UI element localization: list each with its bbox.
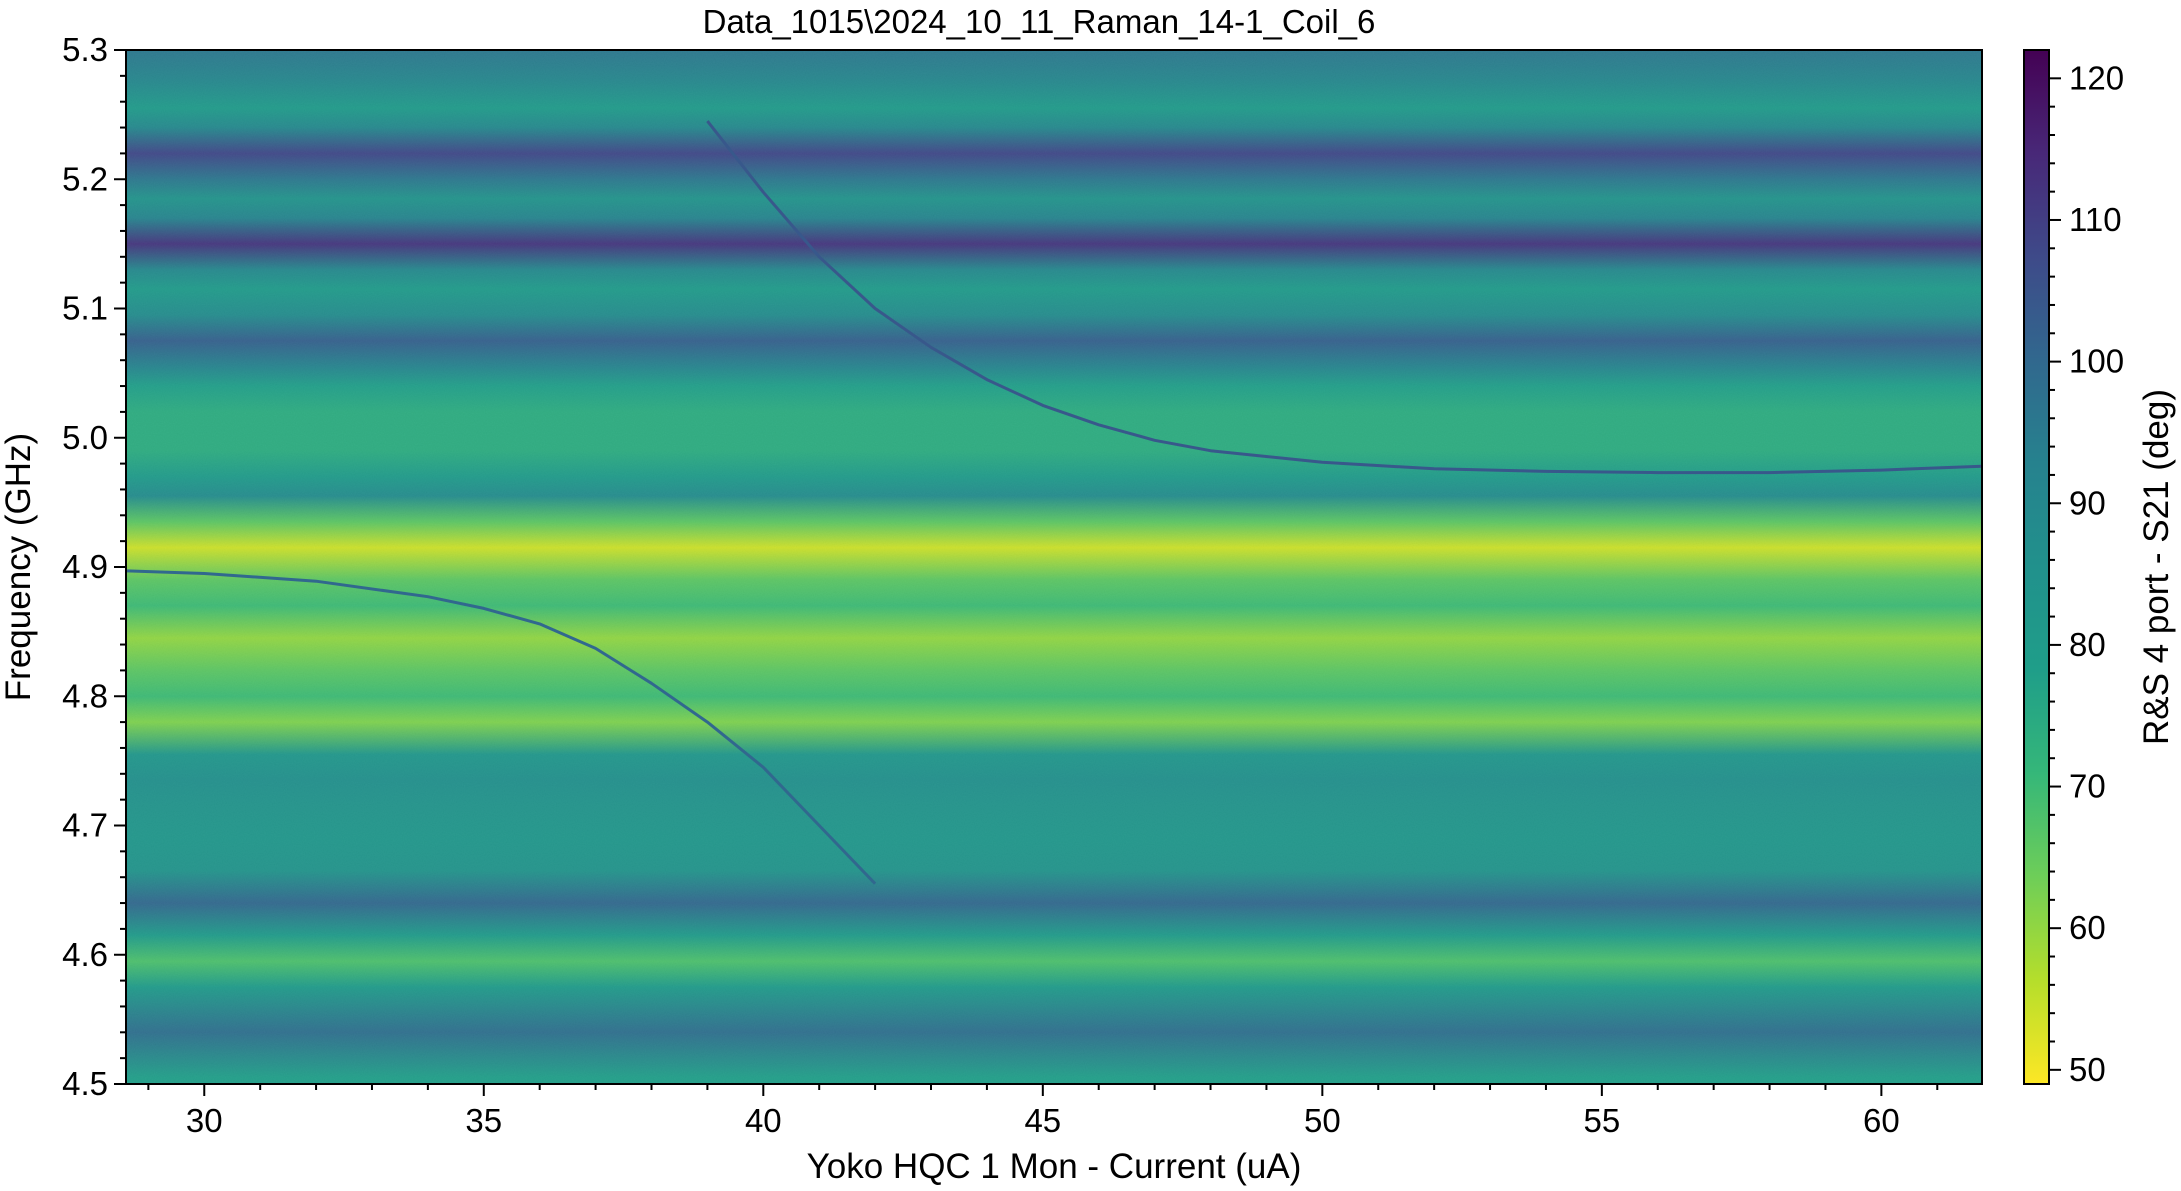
colorbar-strip [2024, 50, 2049, 1084]
y-tick-label: 5.1 [62, 290, 108, 327]
colorbar-tick-label: 50 [2069, 1051, 2106, 1088]
y-tick-label: 4.9 [62, 548, 108, 585]
colorbar-frame [2023, 49, 2050, 1085]
colorbar-label: R&S 4 port - S21 (deg) [2137, 389, 2176, 745]
y-tick-label: 4.5 [62, 1065, 108, 1102]
resonance-trace-1 [125, 569, 877, 885]
x-tick-label: 35 [465, 1102, 502, 1139]
resonance-trace-2 [706, 120, 1983, 475]
colorbar-tick-label: 120 [2069, 59, 2124, 96]
x-tick-label: 40 [745, 1102, 782, 1139]
y-tick-label: 5.2 [62, 160, 108, 197]
y-axis-label: Frequency (GHz) [0, 433, 38, 701]
y-axis-ticks: 4.5 4.6 4.7 4.8 4.9 5.0 5.1 5.2 5.3 [62, 31, 126, 1102]
colorbar-tick-label: 90 [2069, 484, 2106, 521]
x-tick-label: 55 [1583, 1102, 1620, 1139]
heatmap-texture [126, 50, 1982, 1084]
colorbar-tick-label: 70 [2069, 768, 2106, 805]
x-tick-label: 60 [1863, 1102, 1900, 1139]
resonance-traces [125, 120, 1983, 885]
x-axis-ticks: 30 35 40 45 50 55 60 [147, 1084, 1939, 1139]
x-tick-label: 45 [1024, 1102, 1061, 1139]
x-axis-label: Yoko HQC 1 Mon - Current (uA) [807, 1147, 1302, 1186]
colorbar-tick-label: 60 [2069, 909, 2106, 946]
colorbar: 50 60 70 80 90 100 110 120 R&S 4 port - S21 (de… [2023, 49, 2176, 1088]
chart-title: Data_1015\2024_10_11_Raman_14-1_Coil_6 [703, 3, 1376, 40]
colorbar-tick-label: 80 [2069, 626, 2106, 663]
x-tick-label: 50 [1304, 1102, 1341, 1139]
colorbar-tick-label: 110 [2069, 201, 2122, 238]
plot-area [125, 49, 1983, 1085]
colorbar-ticks: 50 60 70 80 90 100 110 120 [2049, 59, 2124, 1088]
y-tick-label: 4.8 [62, 677, 108, 714]
y-tick-label: 4.6 [62, 936, 108, 973]
colorbar-tick-label: 100 [2069, 343, 2124, 380]
y-tick-label: 5.0 [62, 419, 108, 456]
x-tick-label: 30 [186, 1102, 223, 1139]
y-tick-label: 4.7 [62, 807, 108, 844]
y-tick-label: 5.3 [62, 31, 108, 68]
